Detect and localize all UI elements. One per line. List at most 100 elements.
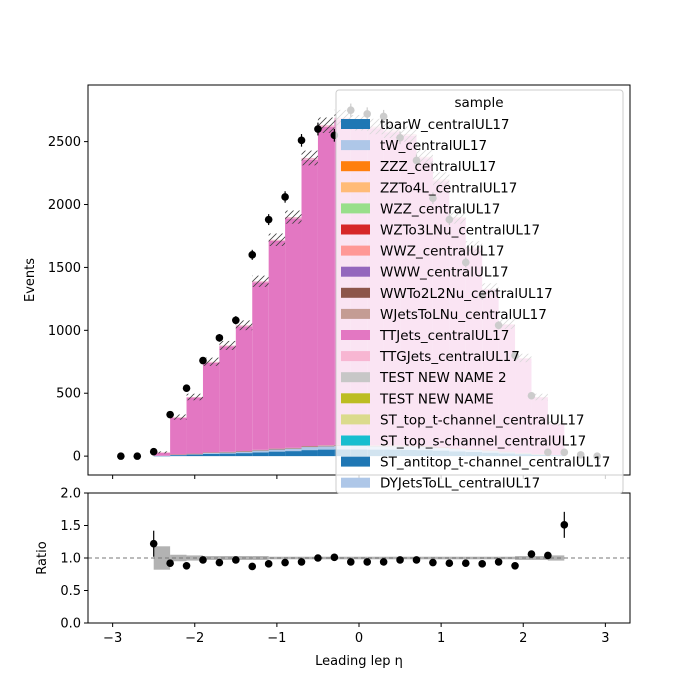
ratio-point-6	[248, 562, 257, 571]
bar-WJetsToLNu_centralUL17-bin-2	[186, 453, 203, 455]
bar-WJetsToLNu_centralUL17-bin-8	[285, 447, 302, 449]
legend-label-11: TTGJets_centralUL17	[379, 349, 520, 365]
bar-tW_centralUL17-bin-7	[268, 449, 286, 452]
ratio-y-tick-label-1.5: 1.5	[60, 519, 81, 534]
ratio-point-10	[314, 554, 322, 562]
ratio-point-16	[412, 556, 421, 564]
ratio-point-21	[494, 558, 503, 566]
bar-TTJets_centralUL17-bin-8	[285, 218, 302, 448]
bar-WJetsToLNu_centralUL17-bin-4	[219, 451, 236, 453]
bar-tbarW_centralUL17-bin-6	[252, 452, 269, 457]
x-tick-label-3: 3	[601, 631, 609, 646]
bar-tbarW_centralUL17-bin-5	[235, 453, 253, 457]
mc-uncertainty-hatch-bin-2	[186, 393, 203, 401]
ratio-mc-band-bin-24	[547, 555, 565, 561]
y-axis-label-events: Events	[23, 258, 38, 302]
legend-label-5: WZTo3LNu_centralUL17	[380, 223, 540, 239]
bar-WJetsToLNu_centralUL17-bin-7	[268, 448, 286, 450]
legend-label-12: TEST NEW NAME 2	[379, 370, 507, 386]
legend-label-14: ST_top_t-channel_centralUL17	[380, 412, 585, 428]
mc-uncertainty-hatch-bin-4	[219, 340, 236, 350]
bar-tbarW_centralUL17-bin-2	[186, 454, 203, 457]
bar-TTJets_centralUL17-bin-1	[170, 417, 187, 455]
ratio-mc-band-bin-6	[252, 556, 269, 560]
ratio-point-13	[363, 558, 372, 566]
x-tick-label--2: −2	[185, 631, 204, 646]
legend-swatch-15	[341, 435, 370, 446]
ratio-point-18	[445, 559, 454, 567]
ratio-y-axis: 0.0 0.5 1.0 1.5 2.0	[60, 487, 88, 632]
bar-WJetsToLNu_centralUL17-bin-1	[170, 454, 187, 455]
x-axis-label: Leading lep η	[315, 654, 403, 669]
data-point-12	[314, 125, 322, 133]
main-y-axis: 0 500 1000 1500 2000 2500	[48, 135, 88, 465]
ratio-point-7	[264, 560, 273, 568]
bar-WJetsToLNu_centralUL17-bin-3	[202, 452, 220, 453]
ratio-point-3	[199, 556, 207, 564]
ratio-point-0	[149, 539, 158, 548]
ratio-point-22	[511, 562, 519, 570]
legend-swatch-0	[341, 119, 370, 129]
data-point-7	[232, 316, 240, 325]
bar-tW_centralUL17-bin-5	[235, 451, 253, 454]
bar-WWTo2L2Nu_centralUL17-bin-7	[268, 448, 286, 450]
bar-WWTo2L2Nu_centralUL17-bin-10	[317, 445, 335, 447]
mc-uncertainty-hatch-bin-8	[285, 210, 302, 224]
mc-uncertainty-hatch-bin-7	[268, 233, 286, 247]
bar-WWTo2L2Nu_centralUL17-bin-6	[252, 450, 269, 451]
ratio-mc-band-bin-7	[268, 556, 286, 560]
legend-swatch-1	[341, 140, 370, 151]
data-point-6	[215, 334, 224, 342]
ratio-mc-band-bin-4	[219, 556, 236, 560]
ratio-point-8	[281, 558, 289, 567]
data-point-9	[264, 215, 273, 224]
legend-swatch-4	[341, 203, 370, 214]
bar-tW_centralUL17-bin-6	[252, 450, 269, 453]
data-point-3	[166, 410, 174, 419]
bar-WWTo2L2Nu_centralUL17-bin-5	[235, 451, 253, 452]
ratio-point-11	[330, 553, 339, 562]
bar-TTJets_centralUL17-bin-5	[235, 326, 253, 452]
ratio-point-25	[560, 521, 569, 529]
bar-WJetsToLNu_centralUL17-bin-6	[252, 449, 269, 451]
mc-uncertainty-hatch-bin-3	[202, 357, 220, 366]
ratio-mc-band-bin-12	[350, 556, 368, 560]
ratio-mc-band-bin-3	[202, 556, 220, 560]
bar-WWTo2L2Nu_centralUL17-bin-8	[285, 448, 302, 449]
legend-swatch-12	[341, 372, 370, 383]
legend-label-10: TTJets_centralUL17	[379, 328, 509, 344]
bar-TTJets_centralUL17-bin-6	[252, 282, 269, 450]
mc-uncertainty-hatch-bin-0	[153, 451, 171, 454]
ratio-mc-band-bin-1	[170, 554, 187, 562]
data-point-2	[149, 447, 158, 456]
legend-label-9: WJetsToLNu_centralUL17	[380, 307, 547, 323]
ratio-point-19	[461, 559, 470, 567]
data-point-8	[248, 251, 257, 259]
mc-uncertainty-hatch-bin-10	[317, 117, 335, 134]
y-tick-label-1500: 1500	[48, 261, 81, 276]
ratio-y-tick-label-0.5: 0.5	[60, 584, 81, 599]
ratio-mc-band-bin-18	[449, 556, 466, 560]
mc-uncertainty-hatch-bin-6	[252, 275, 269, 287]
bar-TTJets_centralUL17-bin-7	[268, 241, 286, 449]
data-point-1	[133, 452, 142, 460]
ratio-mc-band-bin-9	[301, 556, 318, 560]
legend-swatch-16	[341, 456, 370, 467]
ratio-mc-band-bin-21	[498, 556, 516, 560]
bar-TTJets_centralUL17-bin-4	[219, 346, 236, 452]
bar-tW_centralUL17-bin-9	[301, 447, 318, 451]
bar-WJetsToLNu_centralUL17-bin-5	[235, 451, 253, 452]
legend-swatch-9	[341, 308, 370, 319]
bar-tbarW_centralUL17-bin-9	[301, 450, 318, 457]
legend-label-6: WWZ_centralUL17	[380, 244, 504, 260]
legend-swatch-2	[341, 161, 370, 172]
ratio-mc-band-bin-15	[400, 556, 417, 560]
x-tick-label-0: 0	[355, 631, 363, 646]
legend-swatch-13	[341, 393, 370, 404]
x-tick-label-2: 2	[519, 631, 527, 646]
legend-title: sample	[454, 95, 503, 111]
bar-tW_centralUL17-bin-0	[153, 455, 171, 457]
ratio-point-20	[478, 560, 486, 568]
ratio-point-12	[346, 558, 355, 566]
bar-tbarW_centralUL17-bin-10	[317, 449, 335, 457]
